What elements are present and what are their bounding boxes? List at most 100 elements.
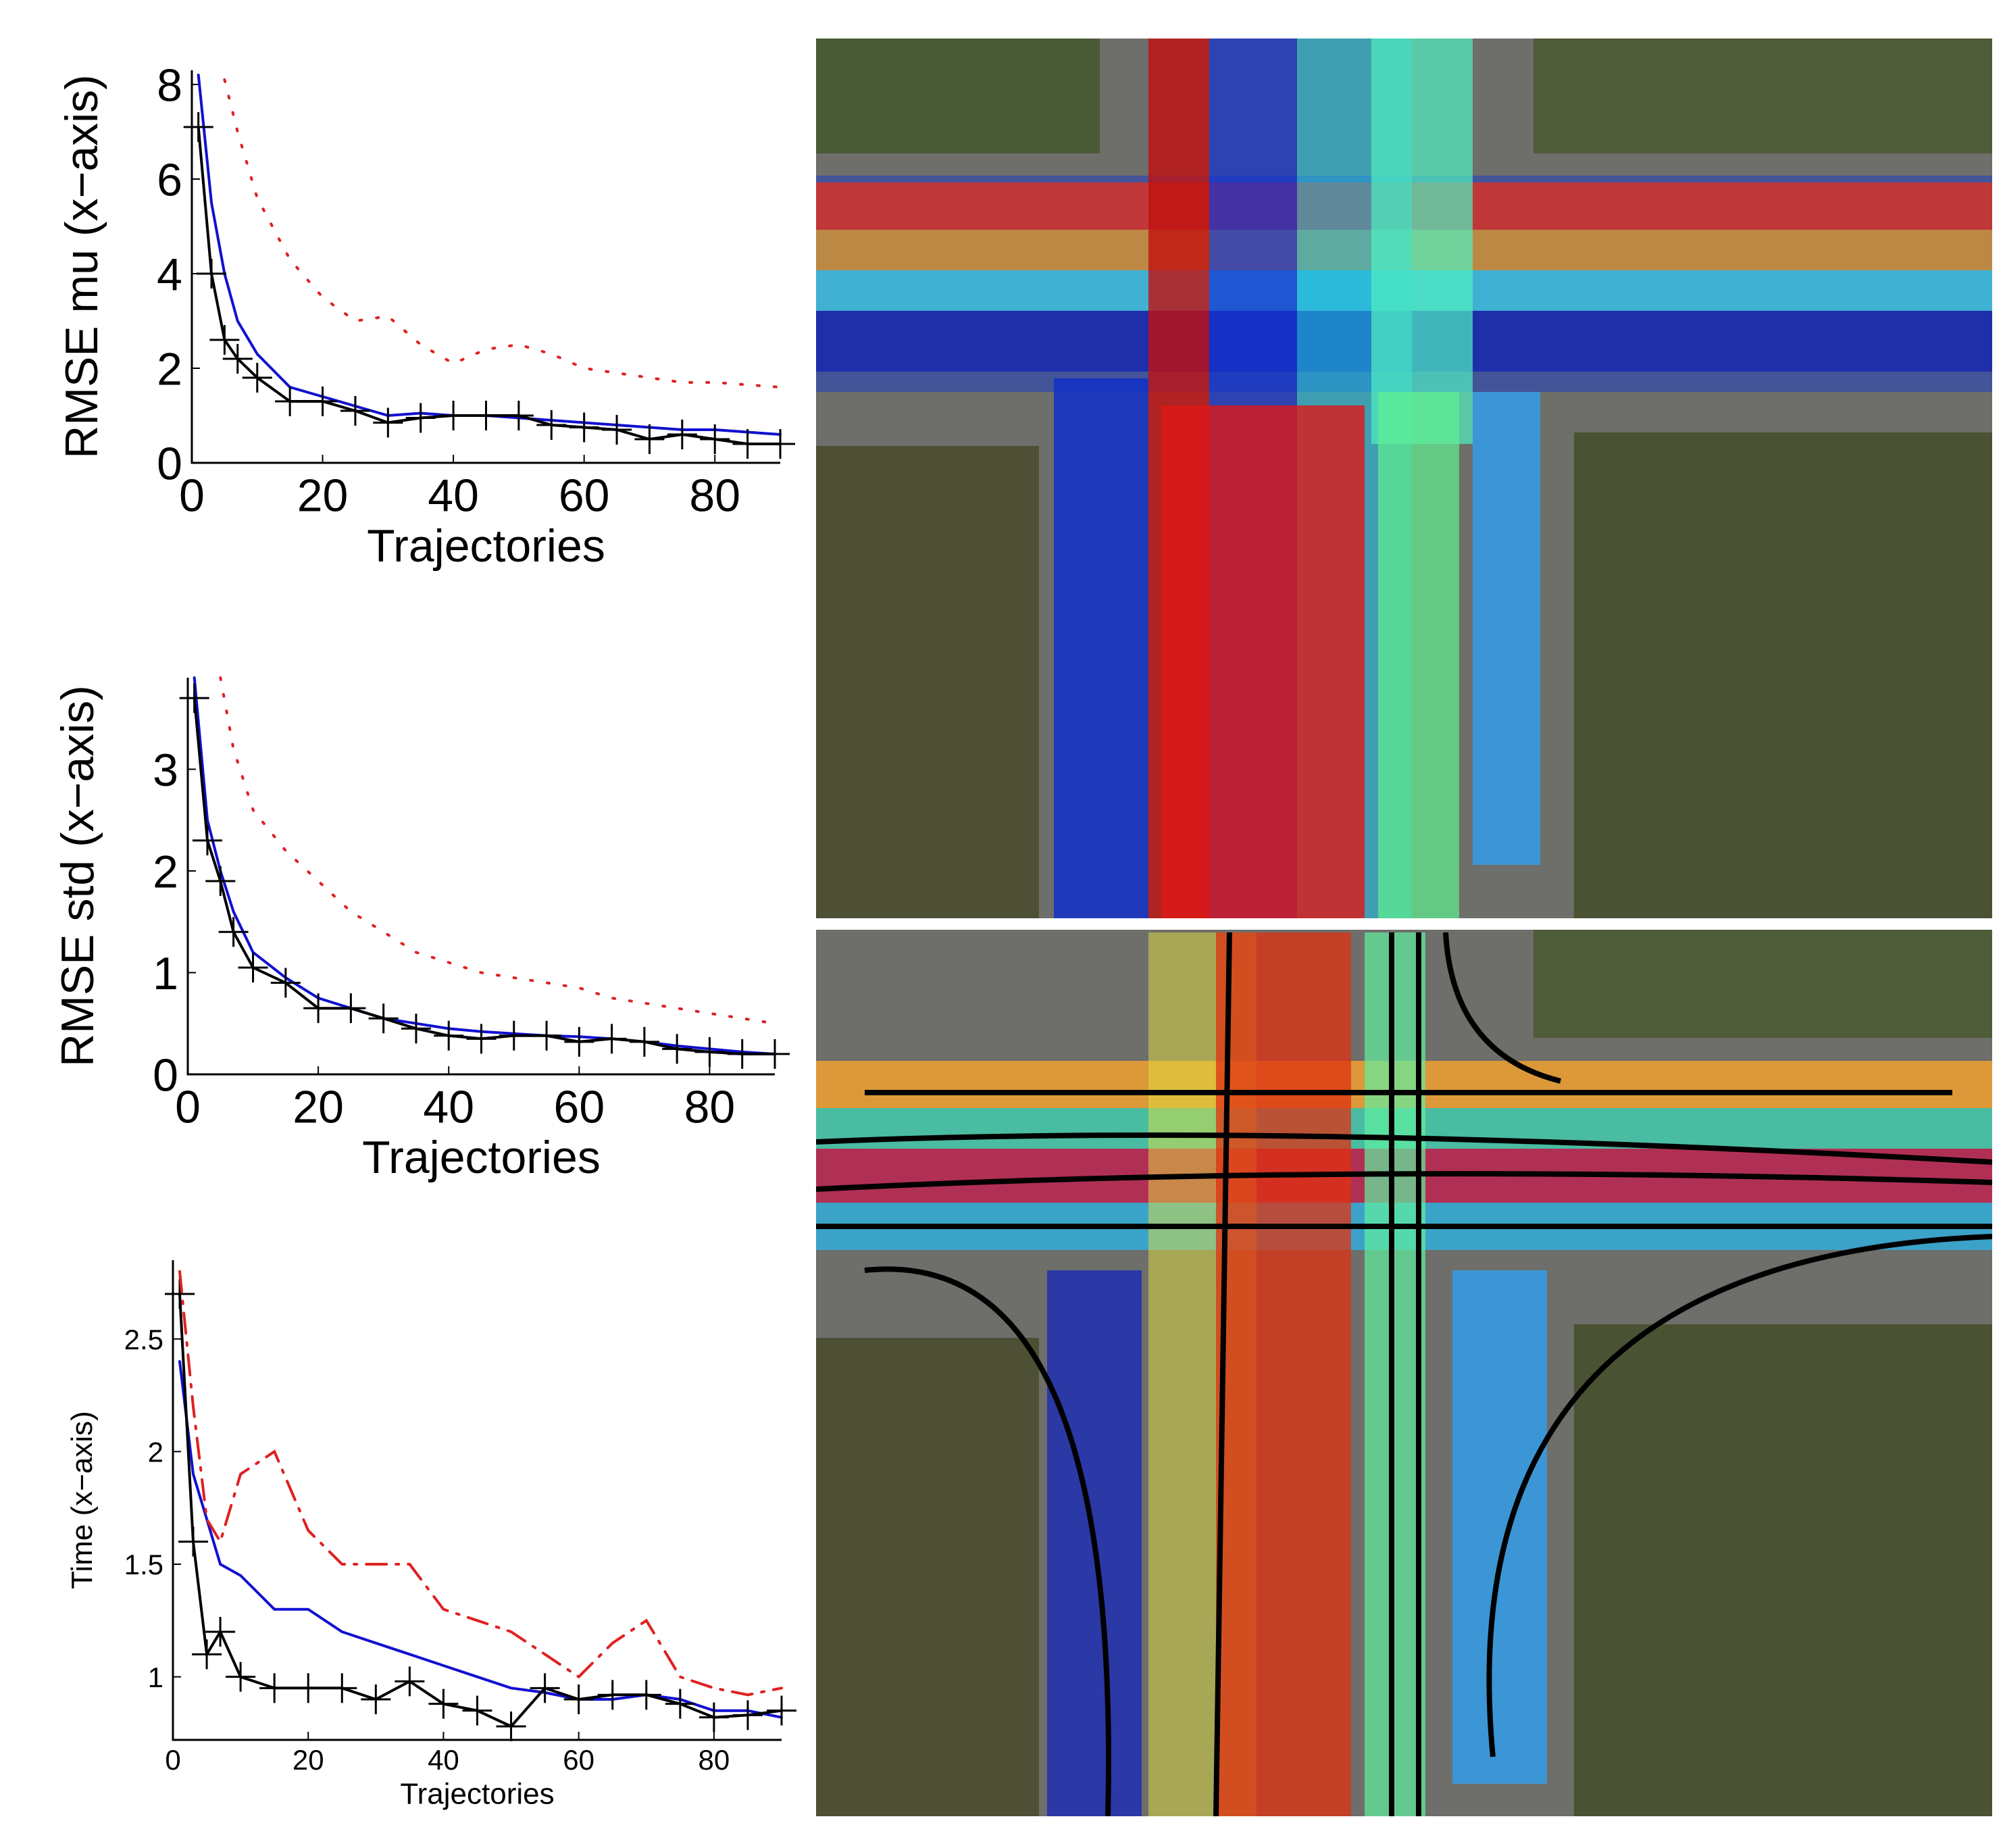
marker xyxy=(665,1689,695,1719)
marker xyxy=(401,1014,431,1043)
marker xyxy=(499,1021,529,1051)
marker xyxy=(327,1673,357,1703)
marker xyxy=(597,1024,627,1053)
y-axis-label: RMSE mu (x−axis) xyxy=(56,74,107,459)
marker xyxy=(271,968,301,998)
marker xyxy=(209,325,239,355)
series-line xyxy=(195,698,775,1054)
y-tick-label: 2.5 xyxy=(124,1324,163,1355)
marker xyxy=(340,396,370,426)
y-tick-label: 0 xyxy=(153,1049,178,1101)
marker xyxy=(536,410,566,440)
y-tick-label: 2 xyxy=(153,846,178,897)
x-axis-label: Trajectories xyxy=(362,1132,601,1183)
series-line xyxy=(195,678,775,1054)
series-line xyxy=(199,75,780,434)
x-tick-label: 60 xyxy=(554,1081,605,1132)
marker xyxy=(564,1684,594,1714)
series-line xyxy=(224,80,780,387)
y-axis-label: RMSE std (x−axis) xyxy=(52,685,103,1067)
marker xyxy=(193,826,222,855)
series-line xyxy=(180,1272,782,1695)
trajectory-photo xyxy=(816,39,1992,918)
marker xyxy=(192,1639,222,1669)
marker xyxy=(434,1021,463,1051)
marker xyxy=(293,1673,323,1703)
marker xyxy=(406,403,436,433)
marker xyxy=(205,1617,235,1647)
marker xyxy=(504,401,534,430)
marker xyxy=(760,1039,790,1069)
marker xyxy=(428,1689,458,1719)
x-tick-label: 0 xyxy=(175,1081,201,1132)
marker xyxy=(178,1527,208,1557)
marker xyxy=(303,993,333,1023)
x-tick-label: 40 xyxy=(428,1744,459,1776)
x-tick-label: 40 xyxy=(423,1081,474,1132)
marker xyxy=(472,401,501,430)
marker xyxy=(694,1037,724,1067)
x-tick-label: 60 xyxy=(559,470,610,521)
x-tick-label: 0 xyxy=(165,1744,180,1776)
marker xyxy=(598,1680,628,1709)
series-line xyxy=(180,1362,782,1718)
marker xyxy=(532,1021,561,1051)
marker xyxy=(259,1673,289,1703)
marker xyxy=(467,1024,497,1053)
y-tick-label: 4 xyxy=(157,249,182,300)
y-tick-label: 3 xyxy=(153,745,178,796)
y-tick-label: 2 xyxy=(157,343,182,395)
marker xyxy=(438,401,468,430)
x-tick-label: 80 xyxy=(689,470,740,521)
marker xyxy=(728,1039,757,1069)
axes xyxy=(173,1260,782,1740)
marker xyxy=(662,1034,692,1064)
x-tick-label: 60 xyxy=(563,1744,594,1776)
x-tick-label: 80 xyxy=(699,1744,730,1776)
x-tick-label: 40 xyxy=(428,470,479,521)
x-tick-label: 20 xyxy=(293,1744,324,1776)
marker xyxy=(226,1662,255,1692)
axes xyxy=(188,678,775,1074)
series-line xyxy=(199,127,780,444)
x-tick-label: 80 xyxy=(684,1081,736,1132)
figure: 02040608002468TrajectoriesRMSE mu (x−axi… xyxy=(0,0,2005,1848)
x-tick-label: 20 xyxy=(293,1081,344,1132)
y-tick-label: 1 xyxy=(153,948,178,999)
x-tick-label: 20 xyxy=(297,470,349,521)
x-axis-label: Trajectories xyxy=(367,520,605,572)
y-tick-label: 6 xyxy=(157,154,182,205)
marker xyxy=(180,683,209,713)
marker xyxy=(767,1696,796,1726)
marker xyxy=(336,993,365,1023)
marker xyxy=(564,1027,594,1057)
marker xyxy=(205,866,235,896)
y-axis-label: Time (x−axis) xyxy=(66,1411,99,1589)
marker xyxy=(463,1696,492,1726)
marker xyxy=(361,1684,390,1714)
model-photo xyxy=(816,930,1992,1816)
y-tick-label: 1.5 xyxy=(124,1549,163,1580)
y-tick-label: 8 xyxy=(157,59,182,111)
y-tick-label: 2 xyxy=(148,1436,163,1468)
marker xyxy=(632,1680,661,1709)
marker xyxy=(602,415,632,445)
marker xyxy=(667,420,697,449)
y-tick-label: 1 xyxy=(148,1662,163,1693)
plot: 0 20 40 60 80 1 1.5 2 2.5 Trajectories Time (x−axi… xyxy=(66,1260,796,1811)
marker xyxy=(733,1700,763,1730)
marker xyxy=(569,413,599,443)
series-line xyxy=(220,678,775,1024)
marker xyxy=(238,953,268,982)
x-axis-label: Trajectories xyxy=(400,1778,554,1811)
plot: 0 20 40 60 80 0 2 4 6 8 Trajectories RMSE mu (x−axi… xyxy=(56,59,795,572)
marker xyxy=(308,386,338,416)
y-tick-label: 0 xyxy=(157,438,182,489)
marker xyxy=(219,917,249,947)
marker xyxy=(184,112,213,142)
plot: 0 20 40 60 80 0 1 2 3 Trajectories RMSE std (x−axi… xyxy=(52,678,790,1183)
marker xyxy=(395,1666,424,1696)
marker xyxy=(369,1003,399,1033)
series-line xyxy=(180,1294,782,1726)
x-tick-label: 0 xyxy=(179,470,205,521)
